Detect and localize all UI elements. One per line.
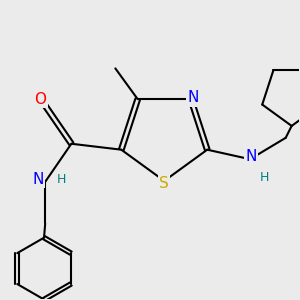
Text: H: H (260, 171, 269, 184)
Text: S: S (159, 176, 169, 191)
Text: N: N (188, 91, 199, 106)
Text: O: O (34, 92, 46, 107)
Text: N: N (245, 149, 257, 164)
Text: N: N (32, 172, 44, 187)
Text: H: H (57, 173, 67, 186)
